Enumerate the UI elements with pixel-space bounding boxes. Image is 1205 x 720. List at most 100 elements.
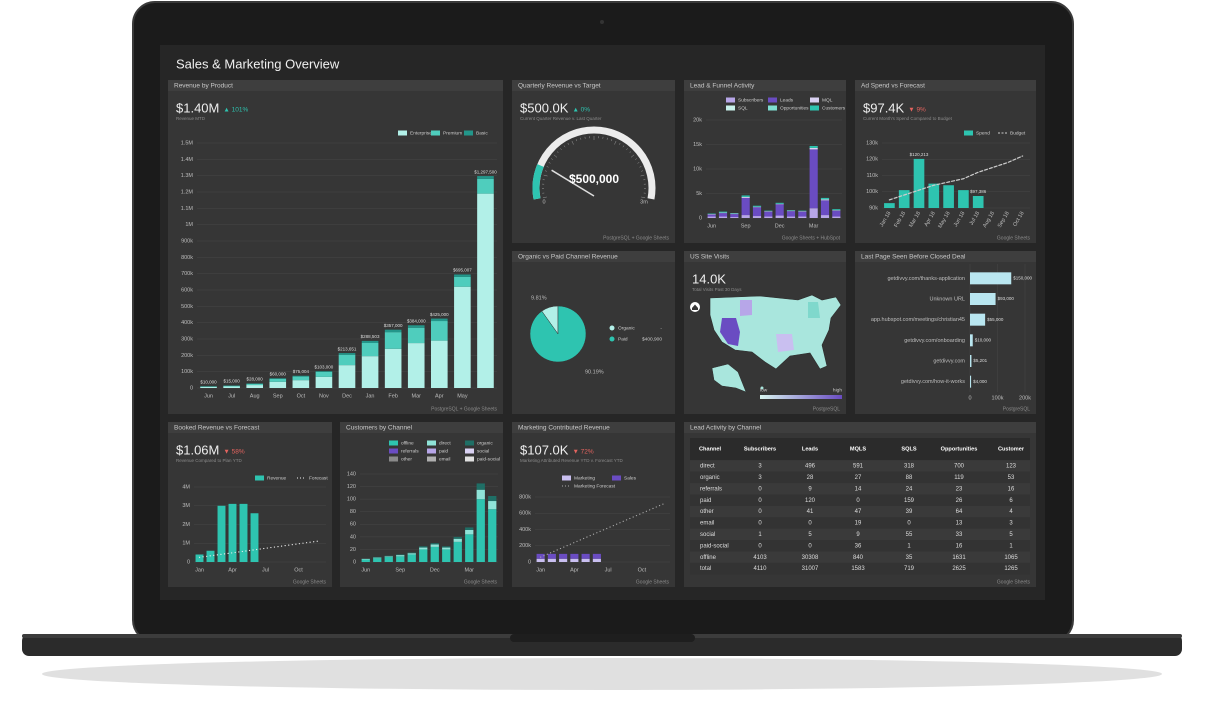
x-tick-label: Jan	[536, 567, 545, 573]
bar-segment	[384, 329, 402, 333]
gauge-min-label: 0	[542, 199, 545, 205]
column-header: SQLS	[901, 446, 916, 452]
column-header: Channel	[699, 446, 722, 452]
table-cell: referrals	[700, 486, 722, 492]
kpi-subtitle: Current Month's Spend Compared to Budget	[863, 116, 953, 121]
bar-segment	[820, 199, 830, 201]
total-label: $213,651	[338, 346, 357, 351]
bar-segment	[453, 536, 462, 539]
table-cell: 0	[856, 498, 860, 504]
kpi: $500.0K	[520, 100, 569, 115]
line-series	[198, 540, 322, 558]
table-cell: paid	[700, 498, 711, 504]
gauge-tick	[618, 142, 621, 145]
x-tick-label: Oct	[638, 567, 647, 573]
x-tick-label: Jul	[605, 567, 612, 573]
bar-segment	[718, 216, 728, 218]
gauge-tick	[639, 166, 642, 168]
legend-swatch	[427, 448, 436, 454]
total-label: $60,000	[270, 371, 287, 376]
table-cell: 591	[853, 464, 864, 470]
y-tick-label: 0	[187, 559, 190, 565]
table-cell: 0	[808, 543, 812, 549]
bar-segment	[430, 543, 439, 545]
table-cell: 159	[904, 498, 915, 504]
x-tick-label: Sep	[273, 393, 283, 399]
y-tick-label: 900k	[181, 238, 193, 244]
table-row	[690, 540, 1030, 552]
bar-segment	[752, 207, 762, 217]
value-label: $150,000	[1013, 276, 1032, 281]
gauge-tick	[641, 170, 644, 172]
panel-title: US Site Visits	[690, 254, 730, 261]
source-label: Google Sheets	[997, 235, 1031, 241]
y-tick-label: 1.1M	[181, 206, 194, 212]
pie-slice	[529, 305, 587, 363]
gauge-tick	[606, 137, 608, 140]
y-tick-label: 600k	[181, 287, 193, 293]
legend-label: Enterprise	[410, 130, 432, 136]
bar	[970, 272, 1012, 285]
kpi-change: ▼ 9%	[908, 107, 926, 114]
panel-header	[855, 251, 1036, 262]
kpi-change: ▲ 0%	[572, 107, 590, 114]
bar-segment	[442, 549, 451, 562]
value-label: $4,000	[973, 379, 987, 384]
bar-segment	[476, 499, 485, 562]
kpi: $1.40M	[176, 100, 219, 115]
table-cell: 14	[855, 486, 862, 492]
x-tick-label: Oct	[297, 393, 306, 399]
value-label: $97,386	[970, 189, 987, 194]
y-tick-label: 1M	[185, 222, 193, 228]
panel-header	[512, 80, 675, 91]
home-glyph	[692, 304, 698, 310]
legend-swatch	[389, 456, 398, 462]
value-label: $93,000	[998, 296, 1015, 301]
panel-header	[684, 80, 846, 91]
table-row	[690, 551, 1030, 563]
kpi: 14.0K	[692, 271, 726, 286]
y-tick-label: 1.5M	[181, 140, 194, 146]
legend-swatch	[431, 130, 440, 136]
legend-label: Leads	[780, 97, 794, 103]
bar-segment	[592, 558, 601, 562]
column-header: Leads	[802, 446, 818, 452]
legend-swatch	[726, 105, 735, 111]
x-tick-label: 0	[968, 395, 971, 401]
panel-title: Lead Activity by Channel	[690, 425, 762, 432]
bar-segment	[453, 541, 462, 562]
bar-segment	[718, 211, 728, 213]
legend-swatch	[768, 97, 777, 103]
gauge-tick	[575, 139, 578, 142]
gauge-tick	[626, 148, 628, 151]
value-label: $5,201	[973, 358, 987, 363]
y-tick-label: 2M	[182, 522, 190, 528]
y-tick-label: 500k	[181, 304, 193, 310]
gauge-value	[532, 164, 544, 200]
bar-segment	[775, 215, 784, 218]
legend-label: Marketing Forecast	[574, 483, 616, 489]
gauge-tick	[543, 174, 548, 177]
category-label: getdivvy.com/how-it-works	[901, 379, 965, 385]
table-cell: 0	[808, 521, 812, 527]
laptop-base	[22, 634, 1182, 656]
legend-swatch	[612, 475, 621, 481]
bar-segment	[798, 211, 807, 217]
column-header: MQLS	[850, 446, 866, 452]
source-label: PostgreSQL	[1003, 406, 1030, 412]
legend-label: direct	[439, 440, 451, 446]
legend-label: Subscribers	[738, 97, 764, 103]
bar-segment	[707, 216, 716, 218]
bar-segment	[431, 321, 448, 341]
y-tick-label: 800k	[181, 255, 193, 261]
total-label: $103,000	[315, 364, 334, 369]
table-cell: 39	[906, 509, 913, 515]
table-row	[690, 460, 1030, 472]
x-tick-label: Jul	[228, 393, 235, 399]
legend-label: organic	[477, 440, 493, 446]
bar-segment	[373, 557, 382, 559]
table-cell: 4	[1009, 509, 1013, 515]
column-header: Opportunities	[941, 446, 978, 452]
bar-segment	[361, 356, 379, 388]
bar-segment	[338, 354, 356, 366]
